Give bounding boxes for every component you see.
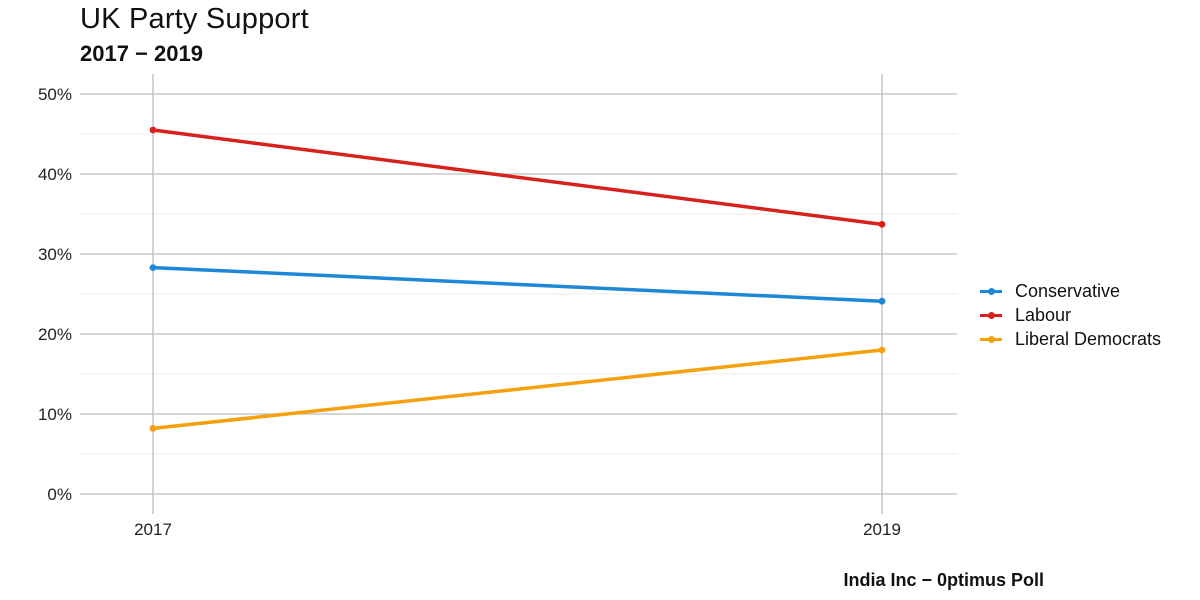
x-tick-label: 2017	[134, 520, 172, 539]
y-tick-label: 40%	[38, 165, 72, 184]
legend-item-labour: Labour	[980, 303, 1161, 327]
data-point-conservative	[149, 264, 157, 271]
x-tick-label: 2019	[863, 520, 901, 539]
y-tick-label: 10%	[38, 405, 72, 424]
legend-swatch-conservative	[980, 286, 1002, 296]
legend-label-conservative: Conservative	[1015, 280, 1121, 301]
chart-title: UK Party Support	[80, 3, 309, 35]
series-line-conservative	[151, 265, 884, 303]
series-line-liberal-democrats	[151, 348, 884, 431]
data-point-labour	[878, 221, 886, 228]
chart-legend: Conservative Labour Liberal Democrats	[980, 279, 1161, 351]
data-point-liberal-democrats	[878, 346, 886, 354]
legend-item-conservative: Conservative	[980, 279, 1161, 303]
series-line-labour	[151, 128, 884, 227]
y-tick-label: 20%	[38, 325, 72, 344]
legend-label-labour: Labour	[1015, 304, 1072, 325]
legend-item-liberal-democrats: Liberal Democrats	[980, 327, 1161, 351]
data-point-labour	[149, 126, 157, 134]
y-tick-label: 30%	[38, 245, 72, 264]
legend-swatch-liberal-democrats	[980, 334, 1002, 344]
data-point-liberal-democrats	[149, 425, 157, 432]
y-tick-label: 50%	[38, 85, 72, 104]
data-point-conservative	[878, 297, 886, 305]
y-tick-label: 0%	[47, 485, 72, 504]
legend-label-liberal-democrats: Liberal Democrats	[1015, 328, 1162, 349]
chart-subtitle: 2017 − 2019	[80, 41, 203, 66]
chart-caption: India Inc − 0ptimus Poll	[843, 570, 1044, 590]
legend-swatch-labour	[980, 310, 1002, 320]
